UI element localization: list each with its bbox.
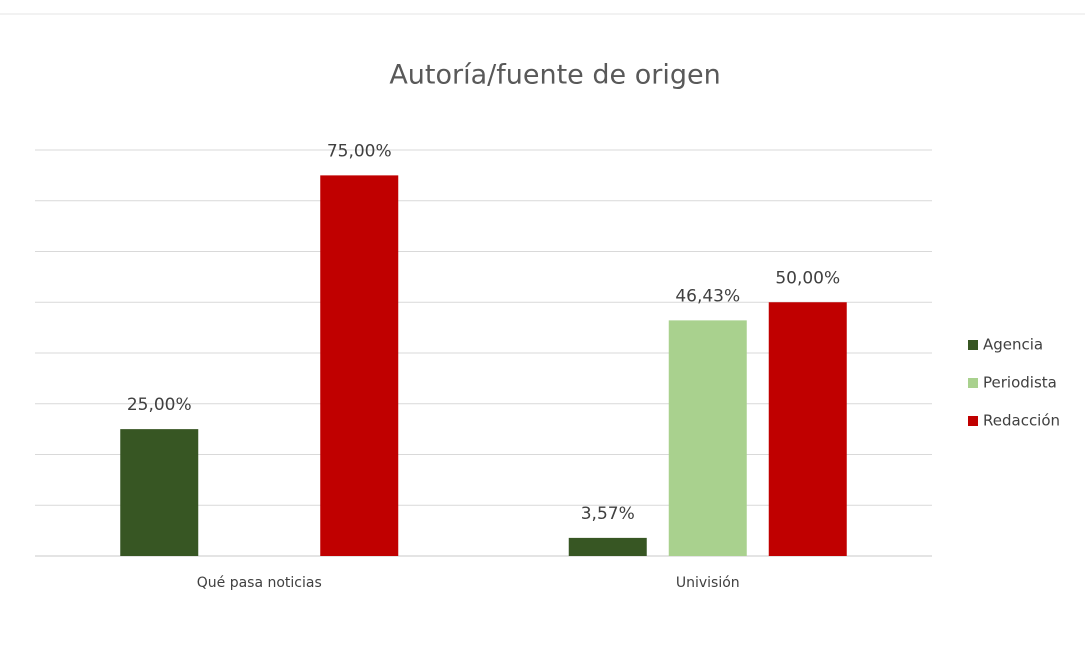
legend-label: Periodista — [983, 374, 1057, 392]
data-label: 3,57% — [581, 504, 635, 524]
bar — [768, 302, 847, 556]
bar — [120, 429, 199, 556]
data-label: 50,00% — [775, 268, 840, 288]
x-tick-label: Qué pasa noticias — [197, 575, 322, 591]
legend-swatch — [968, 378, 978, 388]
legend-swatch — [968, 340, 978, 350]
bar — [320, 175, 399, 556]
data-label: 46,43% — [675, 286, 740, 306]
data-label: 75,00% — [327, 141, 392, 161]
bar — [668, 320, 747, 556]
legend-label: Redacción — [983, 412, 1060, 430]
chart-title: Autoría/fuente de origen — [389, 60, 720, 91]
legend-label: Agencia — [983, 336, 1043, 354]
legend-swatch — [968, 416, 978, 426]
bar — [568, 537, 647, 556]
x-tick-label: Univisión — [676, 575, 740, 591]
data-label: 25,00% — [127, 395, 192, 415]
